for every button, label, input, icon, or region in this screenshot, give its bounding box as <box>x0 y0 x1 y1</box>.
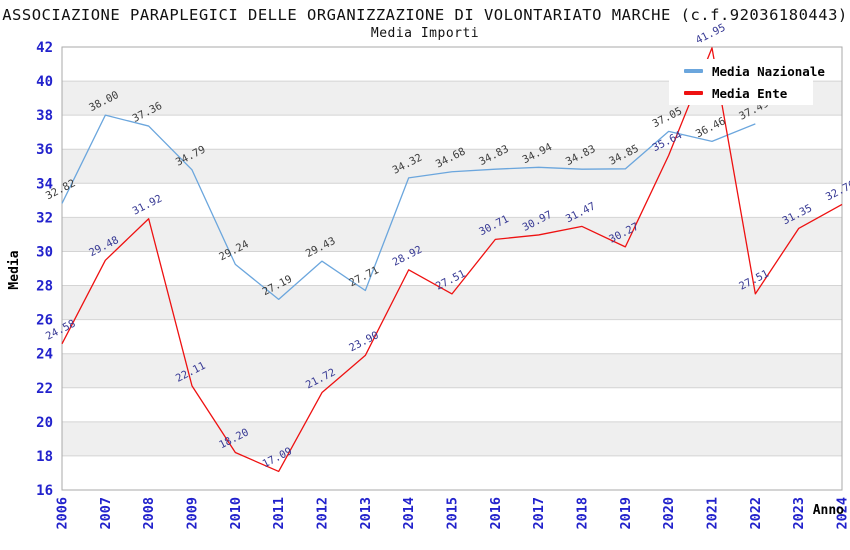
x-tick-label: 2008 <box>141 497 157 530</box>
y-tick-label: 30 <box>36 244 53 260</box>
chart-subtitle: Media Importi <box>370 26 480 41</box>
y-axis-title: Media <box>7 250 22 290</box>
plot-band <box>62 387 842 422</box>
x-tick-label: 2007 <box>98 497 114 530</box>
series-line-media-ente <box>61 47 843 473</box>
y-tick-label: 40 <box>36 74 53 90</box>
x-tick-label: 2020 <box>661 497 677 530</box>
plot-band <box>62 217 842 252</box>
x-tick-label: 2012 <box>315 497 331 530</box>
plot-band <box>62 455 842 490</box>
x-tick-label: 2006 <box>55 497 71 530</box>
x-tick-label: 2014 <box>401 497 417 530</box>
y-tick-label: 38 <box>36 108 53 124</box>
plot-band <box>62 319 842 354</box>
x-tick-label: 2018 <box>575 497 591 530</box>
y-tick-label: 32 <box>36 210 53 226</box>
x-tick-label: 2013 <box>358 497 374 530</box>
legend-item-media-nazionale: Media Nazionale <box>669 62 825 80</box>
x-tick-label: 2021 <box>705 497 721 530</box>
y-tick-label: 34 <box>36 176 53 192</box>
x-tick-label: 2024 <box>835 497 850 530</box>
legend-item-media-ente: Media Ente <box>669 84 813 102</box>
x-tick-label: 2011 <box>271 497 287 530</box>
x-tick-label: 2023 <box>791 497 807 530</box>
plot-band <box>62 115 842 150</box>
plot-band <box>62 251 842 286</box>
y-tick-label: 42 <box>36 40 53 56</box>
series-line-media-nazionale <box>61 114 756 300</box>
x-tick-label: 2016 <box>488 497 504 530</box>
legend-label: Media Nazionale <box>712 63 825 79</box>
chart-title: ASSOCIAZIONE PARAPLEGICI DELLE ORGANIZZA… <box>2 6 848 24</box>
x-tick-label: 2022 <box>748 497 764 530</box>
plot-band <box>62 285 842 320</box>
y-tick-label: 28 <box>36 279 53 295</box>
x-tick-label: 2017 <box>531 497 547 530</box>
x-tick-label: 2015 <box>445 497 461 530</box>
y-tick-label: 18 <box>36 449 53 465</box>
legend-label: Media Ente <box>712 85 788 101</box>
data-label: 41.95 <box>694 22 728 47</box>
y-tick-label: 26 <box>36 313 53 329</box>
y-tick-label: 24 <box>36 347 53 363</box>
y-tick-label: 36 <box>36 142 53 158</box>
plot-border <box>61 46 843 491</box>
legend-swatch-nazionale-icon <box>684 69 703 73</box>
plot-band <box>62 149 842 184</box>
x-tick-label: 2019 <box>618 497 634 530</box>
legend-swatch-ente-icon <box>684 91 703 95</box>
x-tick-label: 2009 <box>185 497 201 530</box>
plot-band <box>62 353 842 388</box>
x-axis-title: Anno <box>812 503 844 518</box>
y-tick-label: 20 <box>36 415 53 431</box>
plot-band <box>62 183 842 218</box>
y-tick-label: 22 <box>36 381 53 397</box>
x-tick-label: 2010 <box>228 497 244 530</box>
plot-band <box>62 421 842 456</box>
legend: Media Nazionale Media Ente <box>669 59 825 105</box>
y-tick-label: 16 <box>36 483 53 499</box>
